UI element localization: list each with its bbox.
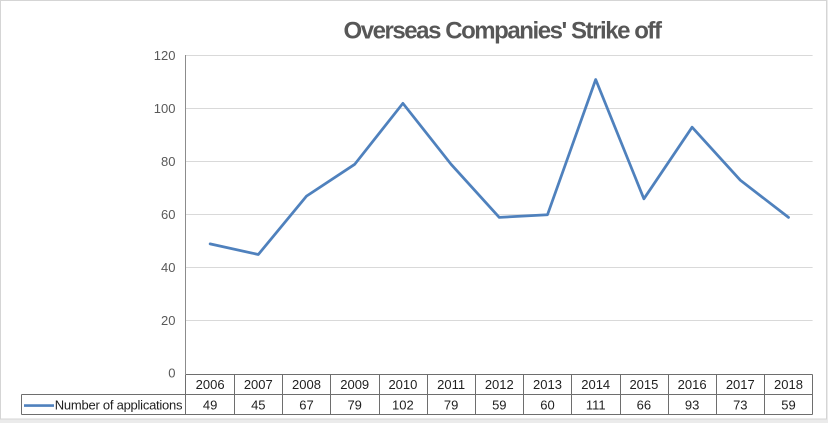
svg-text:60: 60: [161, 207, 175, 222]
svg-text:79: 79: [347, 398, 361, 413]
svg-text:2009: 2009: [340, 377, 369, 392]
svg-text:Number of applications: Number of applications: [55, 398, 183, 413]
svg-text:80: 80: [161, 154, 175, 169]
svg-text:100: 100: [154, 101, 176, 116]
svg-text:20: 20: [161, 313, 175, 328]
svg-text:120: 120: [154, 48, 176, 63]
svg-text:59: 59: [781, 398, 795, 413]
svg-text:2017: 2017: [726, 377, 755, 392]
svg-text:2013: 2013: [533, 377, 562, 392]
svg-text:45: 45: [251, 398, 265, 413]
svg-text:2007: 2007: [244, 377, 273, 392]
svg-text:2012: 2012: [485, 377, 514, 392]
svg-text:79: 79: [444, 398, 458, 413]
svg-text:2011: 2011: [437, 377, 465, 392]
svg-text:73: 73: [733, 398, 747, 413]
svg-text:93: 93: [685, 398, 699, 413]
svg-text:2016: 2016: [678, 377, 707, 392]
svg-text:0: 0: [168, 366, 175, 381]
svg-text:2015: 2015: [629, 377, 658, 392]
svg-text:Overseas Companies' Strike off: Overseas Companies' Strike off: [343, 18, 662, 45]
svg-text:60: 60: [540, 398, 554, 413]
svg-text:102: 102: [392, 398, 414, 413]
svg-text:40: 40: [161, 260, 175, 275]
svg-text:66: 66: [637, 398, 651, 413]
svg-text:49: 49: [203, 398, 217, 413]
svg-text:59: 59: [492, 398, 506, 413]
svg-text:67: 67: [299, 398, 313, 413]
svg-text:2014: 2014: [581, 377, 610, 392]
svg-text:111: 111: [586, 398, 606, 413]
svg-text:2008: 2008: [292, 377, 321, 392]
svg-text:2006: 2006: [196, 377, 225, 392]
svg-text:2018: 2018: [774, 377, 803, 392]
svg-text:2010: 2010: [388, 377, 417, 392]
